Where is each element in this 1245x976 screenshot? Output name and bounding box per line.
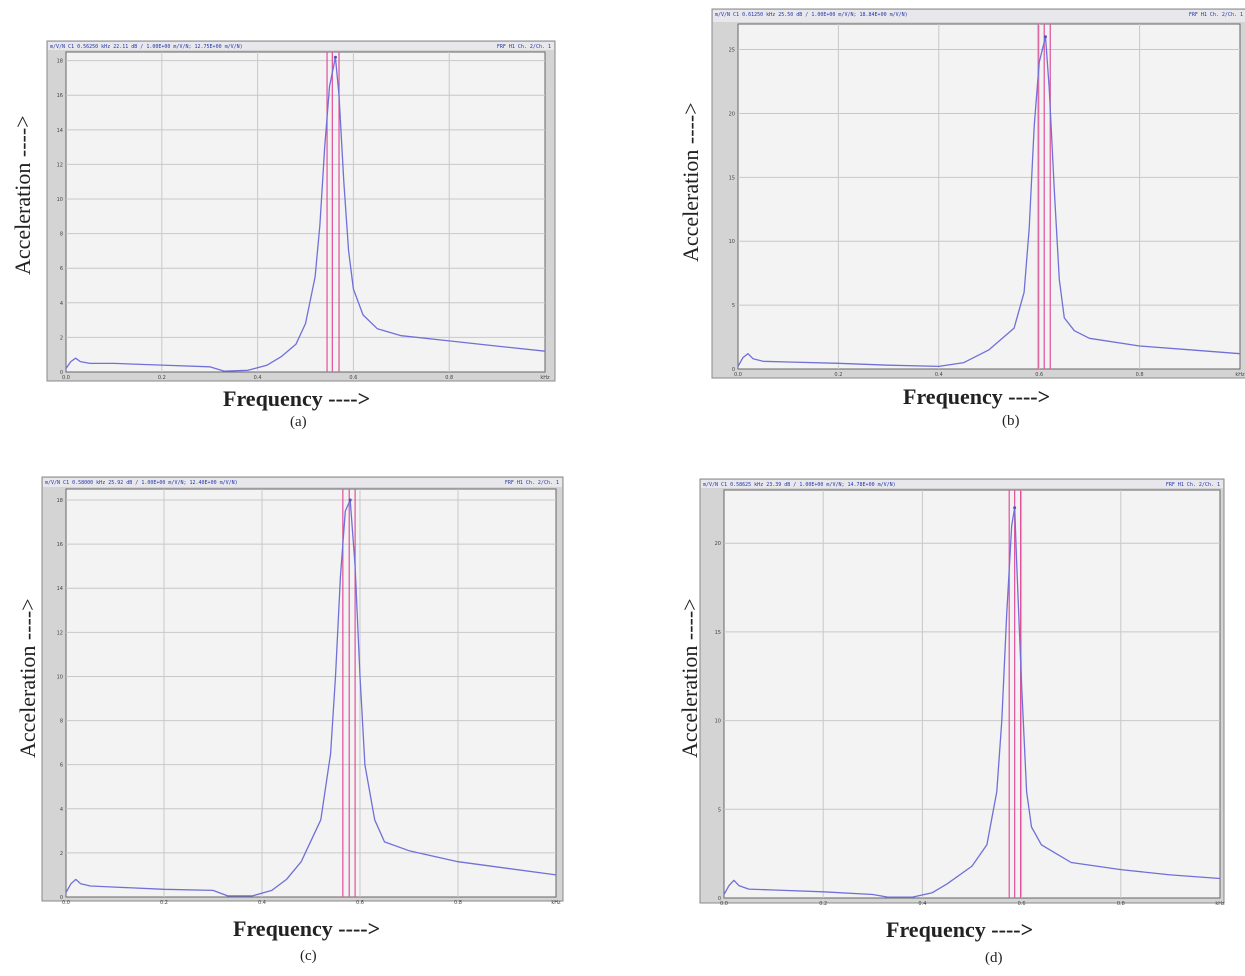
chart-b-x-tick-label: 0.0	[734, 372, 742, 378]
chart-b-series-line	[737, 36, 1241, 368]
chart-d-y-tick-label: 0	[718, 896, 721, 902]
chart-d-x-tick-label: 0.6	[1018, 901, 1026, 907]
chart-b-plot-area	[737, 23, 1241, 370]
chart-a-y-tick-label: 18	[57, 59, 63, 65]
chart-c-y-tick-label: 6	[60, 763, 63, 769]
chart-panel-b: m/V/N C1 0.61250 kHz 25.50 dB / 1.00E+00…	[620, 0, 1245, 440]
chart-c-y-tick-label: 10	[57, 674, 63, 680]
chart-a-y-tick-label: 14	[57, 128, 63, 134]
chart-c-y-tick-label: 4	[60, 807, 63, 813]
chart-d-x-tick-label: 0.0	[720, 901, 728, 907]
chart-c-x-tick-label: 0.0	[62, 900, 70, 906]
chart-c-y-tick-label: 2	[60, 851, 63, 857]
chart-panel-c: m/V/N C1 0.58000 kHz 25.92 dB / 1.00E+00…	[0, 468, 600, 976]
chart-b-x-tick-label: 0.6	[1035, 372, 1043, 378]
chart-a-y-tick-label: 12	[57, 162, 63, 168]
chart-b-ylabel: Acceleration ---->	[678, 102, 703, 262]
chart-a-plot-area	[65, 51, 546, 373]
chart-a-xlabel: Frequency ---->	[223, 386, 371, 411]
chart-a-header-bar	[48, 42, 554, 50]
chart-c-x-tick-label: 0.4	[258, 900, 266, 906]
chart-d-header-left: m/V/N C1 0.58625 kHz 23.39 dB / 1.00E+00…	[703, 482, 896, 488]
chart-c-y-tick-label: 14	[57, 586, 63, 592]
chart-b-y-tick-label: 20	[729, 111, 735, 117]
chart-d-series-line	[723, 507, 1221, 898]
chart-a-x-tick-label: kHz	[540, 375, 550, 381]
chart-c-header-left: m/V/N C1 0.58000 kHz 25.92 dB / 1.00E+00…	[45, 480, 238, 486]
chart-d-xlabel: Frequency ---->	[886, 917, 1034, 942]
chart-a-y-tick-label: 8	[60, 232, 63, 238]
chart-a-series-line	[65, 56, 546, 372]
chart-d-svg: m/V/N C1 0.58625 kHz 23.39 dB / 1.00E+00…	[699, 478, 1225, 907]
chart-c-y-tick-label: 8	[60, 719, 63, 725]
chart-c-peak-point	[348, 498, 352, 502]
chart-d-y-tick-label: 5	[718, 807, 721, 813]
chart-c-series-line	[65, 499, 557, 897]
chart-b-header-left: m/V/N C1 0.61250 kHz 25.50 dB / 1.00E+00…	[715, 12, 908, 18]
chart-a-ylabel: Acceleration ---->	[10, 115, 35, 275]
chart-c-y-tick-label: 12	[57, 630, 63, 636]
chart-b-y-tick-label: 15	[729, 175, 735, 181]
chart-c-header-right: FRF H1 Ch. 2/Ch. 1	[505, 480, 559, 486]
chart-d-plot-area	[723, 489, 1221, 899]
chart-c-header-bar	[43, 478, 562, 487]
chart-c-xlabel: Frequency ---->	[233, 916, 381, 941]
chart-d-y-tick-label: 20	[715, 541, 721, 547]
chart-a-caption: (a)	[290, 414, 307, 430]
chart-b-x-tick-label: 0.8	[1136, 372, 1144, 378]
chart-a-y-tick-label: 10	[57, 197, 63, 203]
chart-a-x-tick-label: 0.0	[62, 375, 70, 381]
chart-c-y-tick-label: 16	[57, 542, 63, 548]
chart-a-x-tick-label: 0.2	[158, 375, 166, 381]
chart-c-caption: (c)	[300, 948, 317, 964]
chart-a-header-right: FRF H1 Ch. 2/Ch. 1	[497, 44, 551, 50]
chart-b-caption: (b)	[1002, 413, 1020, 429]
chart-b-xlabel: Frequency ---->	[903, 384, 1051, 409]
chart-d-x-tick-label: 0.4	[918, 901, 926, 907]
chart-c-svg: m/V/N C1 0.58000 kHz 25.92 dB / 1.00E+00…	[41, 476, 564, 906]
chart-a-y-tick-label: 6	[60, 266, 63, 272]
chart-panel-d: m/V/N C1 0.58625 kHz 23.39 dB / 1.00E+00…	[620, 468, 1245, 976]
chart-d-x-tick-label: 0.2	[819, 901, 827, 907]
chart-a-y-tick-label: 2	[60, 335, 63, 341]
chart-d-y-tick-label: 15	[715, 630, 721, 636]
chart-d-header-bar	[701, 480, 1223, 488]
chart-d-peak-point	[1013, 506, 1017, 510]
chart-b-y-tick-label: 25	[729, 48, 735, 54]
chart-a-x-tick-label: 0.6	[349, 375, 357, 381]
chart-b-y-tick-label: 5	[732, 303, 735, 309]
chart-b-y-tick-label: 10	[729, 239, 735, 245]
chart-a-x-tick-label: 0.4	[254, 375, 262, 381]
chart-c-x-tick-label: 0.2	[160, 900, 168, 906]
chart-b-x-tick-label: 0.4	[935, 372, 943, 378]
chart-b-y-tick-label: 0	[732, 367, 735, 373]
chart-a-peak-point	[333, 55, 337, 59]
chart-b-header-bar	[713, 10, 1245, 22]
chart-panel-a: m/V/N C1 0.56250 kHz 22.11 dB / 1.00E+00…	[0, 0, 600, 440]
chart-b-peak-point	[1043, 35, 1047, 39]
chart-a-y-tick-label: 4	[60, 301, 63, 307]
chart-c-x-tick-label: 0.8	[454, 900, 462, 906]
chart-d-y-tick-label: 10	[715, 719, 721, 725]
chart-c-y-tick-label: 18	[57, 498, 63, 504]
chart-b-svg: m/V/N C1 0.61250 kHz 25.50 dB / 1.00E+00…	[711, 8, 1245, 379]
chart-a-svg: m/V/N C1 0.56250 kHz 22.11 dB / 1.00E+00…	[46, 40, 556, 382]
chart-c-x-tick-label: kHz	[551, 900, 561, 906]
chart-d-x-tick-label: kHz	[1215, 901, 1225, 907]
chart-c-plot-area	[65, 488, 557, 898]
chart-a-header-left: m/V/N C1 0.56250 kHz 22.11 dB / 1.00E+00…	[50, 44, 243, 50]
chart-d-header-right: FRF H1 Ch. 2/Ch. 1	[1166, 482, 1220, 488]
chart-c-x-tick-label: 0.6	[356, 900, 364, 906]
chart-b-header-right: FRF H1 Ch. 2/Ch. 1	[1189, 12, 1243, 18]
chart-b-x-tick-label: 0.2	[834, 372, 842, 378]
chart-d-caption: (d)	[985, 950, 1003, 966]
chart-c-y-tick-label: 0	[60, 895, 63, 901]
chart-c-ylabel: Acceleration ---->	[15, 598, 40, 758]
chart-d-ylabel: Acceleration ---->	[677, 598, 702, 758]
chart-d-x-tick-label: 0.8	[1117, 901, 1125, 907]
chart-a-y-tick-label: 0	[60, 370, 63, 376]
chart-a-y-tick-label: 16	[57, 93, 63, 99]
chart-b-x-tick-label: kHz	[1235, 372, 1245, 378]
chart-a-x-tick-label: 0.8	[445, 375, 453, 381]
